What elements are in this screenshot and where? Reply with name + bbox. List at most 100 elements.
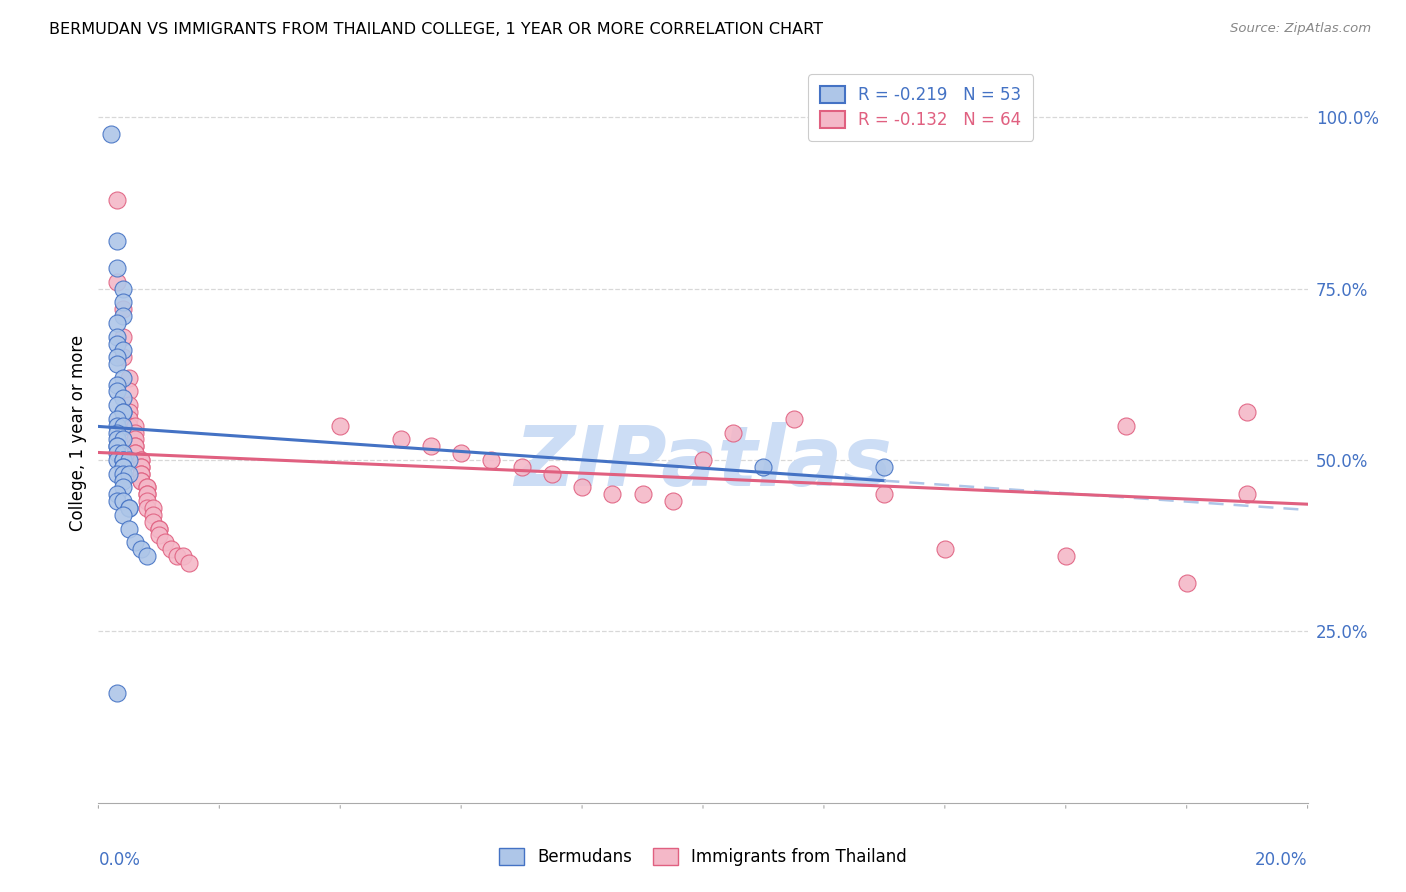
Point (111, 433, 134, 447)
Legend: Bermudans, Immigrants from Thailand: Bermudans, Immigrants from Thailand (492, 841, 914, 873)
Point (105, 336, 128, 351)
Point (661, 494, 683, 508)
Point (124, 439, 146, 453)
Point (111, 453, 134, 467)
Point (129, 453, 152, 467)
Point (129, 453, 152, 467)
Point (111, 329, 134, 343)
Point (142, 515, 165, 529)
Point (105, 357, 128, 371)
Point (111, 295, 134, 310)
Point (166, 549, 188, 563)
Point (602, 487, 624, 501)
Point (111, 302, 134, 317)
Point (111, 494, 134, 508)
Point (129, 474, 152, 488)
Point (111, 343, 134, 358)
Point (105, 377, 128, 392)
Point (118, 384, 141, 399)
Point (934, 542, 956, 557)
Point (723, 425, 745, 440)
Point (148, 528, 170, 542)
Point (105, 439, 128, 453)
Point (179, 556, 201, 570)
Point (111, 508, 134, 522)
Point (153, 535, 176, 549)
Point (129, 474, 152, 488)
Point (160, 542, 183, 557)
Point (105, 261, 128, 276)
Point (118, 453, 141, 467)
Point (105, 446, 128, 460)
Point (118, 412, 141, 426)
Point (111, 405, 134, 419)
Point (111, 446, 134, 460)
Point (118, 501, 141, 516)
Point (148, 522, 170, 536)
Point (105, 316, 128, 330)
Point (124, 433, 146, 447)
Point (111, 459, 134, 474)
Point (111, 392, 134, 406)
Point (135, 501, 157, 516)
Point (129, 467, 152, 481)
Point (111, 418, 134, 433)
Point (873, 459, 896, 474)
Point (129, 542, 152, 557)
Point (1236, 405, 1258, 419)
Point (135, 487, 157, 501)
Point (124, 439, 146, 453)
Point (571, 480, 593, 494)
Point (111, 350, 134, 364)
Point (124, 535, 146, 549)
Point (105, 412, 128, 426)
Point (124, 446, 146, 460)
Point (389, 433, 412, 447)
Point (124, 446, 146, 460)
Point (631, 487, 654, 501)
Y-axis label: College, 1 year or more: College, 1 year or more (69, 334, 87, 531)
Point (1236, 487, 1258, 501)
Point (783, 412, 806, 426)
Point (118, 418, 141, 433)
Point (142, 501, 165, 516)
Point (129, 459, 152, 474)
Point (1175, 576, 1198, 591)
Point (1054, 549, 1077, 563)
Point (329, 418, 352, 433)
Point (105, 234, 128, 248)
Point (105, 350, 128, 364)
Point (105, 193, 128, 207)
Point (135, 487, 157, 501)
Point (148, 522, 170, 536)
Point (105, 384, 128, 399)
Point (873, 487, 896, 501)
Point (105, 487, 128, 501)
Point (124, 418, 146, 433)
Text: ZIPatlas: ZIPatlas (515, 422, 891, 503)
Point (105, 433, 128, 447)
Point (118, 371, 141, 385)
Point (172, 549, 194, 563)
Point (111, 371, 134, 385)
Point (540, 467, 562, 481)
Point (142, 508, 165, 522)
Point (105, 275, 128, 289)
Point (135, 494, 157, 508)
Point (105, 494, 128, 508)
Point (105, 453, 128, 467)
Legend: R = -0.219   N = 53, R = -0.132   N = 64: R = -0.219 N = 53, R = -0.132 N = 64 (808, 74, 1033, 141)
Point (124, 425, 146, 440)
Text: BERMUDAN VS IMMIGRANTS FROM THAILAND COLLEGE, 1 YEAR OR MORE CORRELATION CHART: BERMUDAN VS IMMIGRANTS FROM THAILAND COL… (49, 22, 823, 37)
Point (105, 398, 128, 412)
Point (111, 282, 134, 296)
Point (129, 467, 152, 481)
Point (450, 446, 472, 460)
Point (105, 418, 128, 433)
Text: 20.0%: 20.0% (1256, 851, 1308, 869)
Point (118, 398, 141, 412)
Point (111, 405, 134, 419)
Point (111, 480, 134, 494)
Text: Source: ZipAtlas.com: Source: ZipAtlas.com (1230, 22, 1371, 36)
Point (105, 439, 128, 453)
